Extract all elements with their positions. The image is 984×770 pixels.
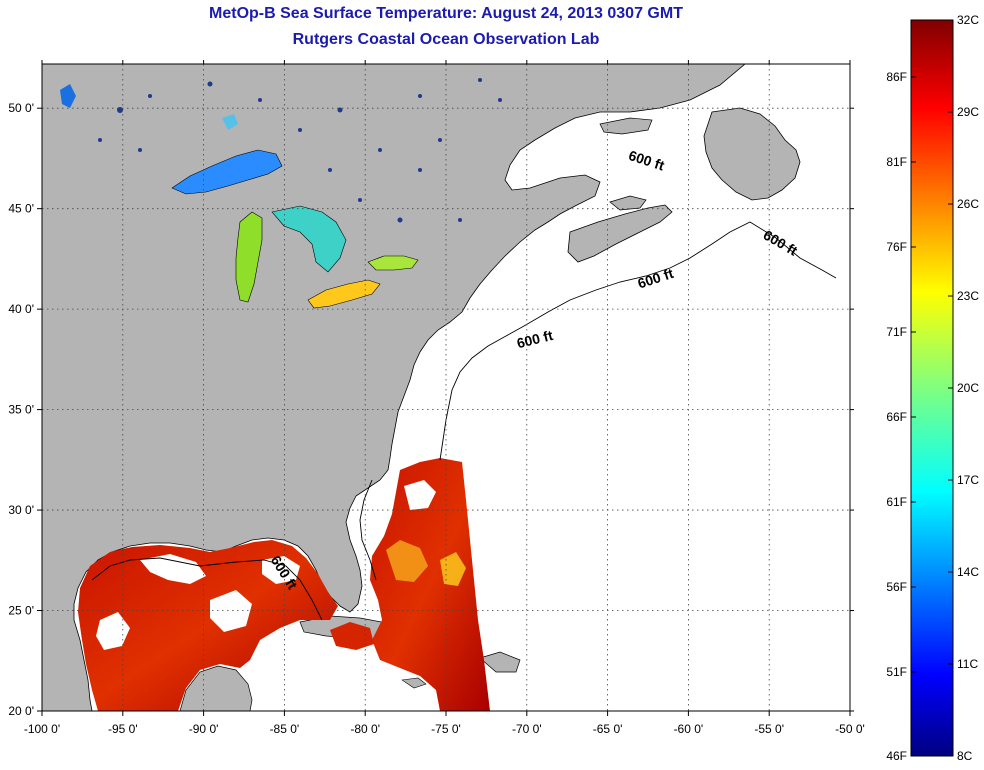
colorbar-fahrenheit-label: 56F <box>886 580 907 594</box>
lon-tick-label: -55 0' <box>754 722 784 736</box>
isobath-600ft <box>439 221 837 461</box>
lat-tick-label: 50 0' <box>8 101 34 115</box>
lat-tick-label: 30 0' <box>8 503 34 517</box>
inland-lakes <box>98 78 502 223</box>
cloud-patch-gulf-2 <box>96 612 130 650</box>
colorbar-fahrenheit-label: 61F <box>886 495 907 509</box>
isobath-600ft-gulf <box>91 557 323 621</box>
colorbar-fahrenheit-label: 46F <box>886 749 907 763</box>
lon-tick-label: -70 0' <box>512 722 542 736</box>
colorbar-fahrenheit-label: 51F <box>886 665 907 679</box>
colorbar-celsius-label: 29C <box>957 105 979 119</box>
isobath-600ft-atlantic <box>359 479 377 581</box>
lon-tick-label: -85 0' <box>270 722 300 736</box>
colorbar-celsius-label: 17C <box>957 473 979 487</box>
land-yucatan <box>179 665 253 711</box>
lat-tick-label: 40 0' <box>8 302 34 316</box>
colorbar-celsius-label: 11C <box>957 657 978 671</box>
colorbar-celsius-label: 23C <box>957 289 979 303</box>
lon-tick-label: -60 0' <box>674 722 704 736</box>
longitude-axis: -100 0' -95 0' -90 0' -85 0' -80 0' -75 0' -70… <box>24 60 865 736</box>
colorbar-celsius-label: 32C <box>957 13 979 27</box>
cloud-patch-gulf-4 <box>262 556 300 584</box>
sst-florida-keys <box>330 622 374 650</box>
lon-tick-label: -80 0' <box>350 722 380 736</box>
land-nova-scotia <box>567 204 673 263</box>
colorbar-celsius-label: 8C <box>957 749 973 763</box>
sst-warm-streak-2 <box>440 552 466 586</box>
lat-tick-label: 20 0' <box>8 704 34 718</box>
colorbar-celsius-label: 26C <box>957 197 979 211</box>
lake-superior <box>171 149 283 195</box>
cloud-patch-gulf-3 <box>210 590 252 632</box>
land-newfoundland <box>703 107 801 201</box>
colorbar-scale <box>910 19 954 757</box>
cloud-patch-atlantic <box>404 480 436 510</box>
lake-nipigon <box>222 114 238 130</box>
land-hispaniola <box>479 651 521 673</box>
sst-atlantic-swath <box>370 458 490 711</box>
colorbar-fahrenheit-labels: 86F 81F 76F 71F 66F 61F 56F 51F 46F <box>886 70 916 763</box>
land-jamaica <box>401 677 427 689</box>
lon-tick-label: -65 0' <box>593 722 623 736</box>
lon-tick-label: -90 0' <box>189 722 219 736</box>
map-subtitle: Rutgers Coastal Ocean Observation Lab <box>292 31 600 48</box>
lat-tick-label: 35 0' <box>8 403 34 417</box>
colorbar-fahrenheit-label: 71F <box>886 325 907 339</box>
colorbar-celsius-labels: 32C 29C 26C 23C 20C 17C 14C 11C 8C <box>948 13 979 763</box>
colorbar-fahrenheit-label: 86F <box>886 70 907 84</box>
map-title: MetOp-B Sea Surface Temperature: August … <box>209 5 683 22</box>
lon-tick-label: -50 0' <box>835 722 865 736</box>
lon-tick-label: -95 0' <box>108 722 138 736</box>
colorbar-fahrenheit-label: 81F <box>886 155 907 169</box>
sst-gulf-of-mexico <box>78 540 338 711</box>
lake-erie <box>307 279 381 309</box>
lat-tick-label: 45 0' <box>8 202 34 216</box>
colorbar-fahrenheit-label: 76F <box>886 240 907 254</box>
lat-tick-label: 25 0' <box>8 604 34 618</box>
colorbar-celsius-label: 20C <box>957 381 979 395</box>
colorbar-celsius-label: 14C <box>957 565 979 579</box>
land-north-america <box>42 64 746 711</box>
sst-warm-streak <box>386 540 428 582</box>
lake-ontario <box>367 255 419 271</box>
colorbar-fahrenheit-label: 66F <box>886 410 907 424</box>
lake-winnipeg <box>60 84 76 108</box>
lake-huron <box>271 205 347 273</box>
lon-tick-label: -100 0' <box>24 722 60 736</box>
lake-michigan <box>235 211 263 303</box>
land-anticosti <box>599 117 653 135</box>
cloud-patch-gulf <box>140 554 206 584</box>
latitude-axis: 50 0' 45 0' 40 0' 35 0' 30 0' 25 0' 20 0' <box>8 101 854 718</box>
lon-tick-label: -75 0' <box>431 722 461 736</box>
